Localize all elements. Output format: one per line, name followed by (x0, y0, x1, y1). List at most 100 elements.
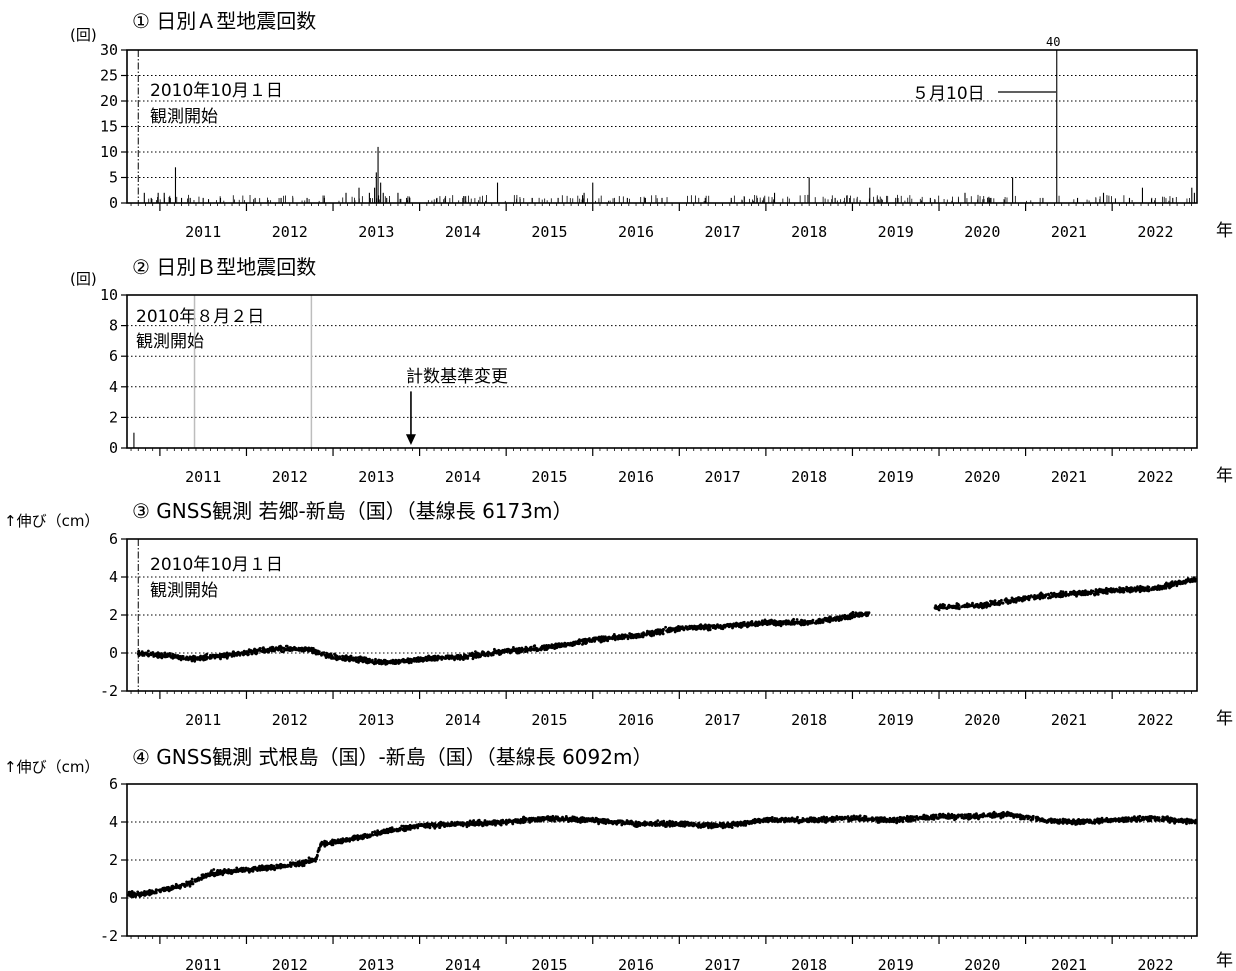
panel3-data-point (750, 623, 754, 627)
panel3-data-point (833, 617, 836, 621)
panel3-xtick-label: 2018 (791, 711, 827, 729)
panel3-data-point (539, 648, 543, 652)
panel3-data-point (1155, 588, 1159, 591)
panel3-data-point (416, 657, 419, 661)
panel4-data-point (404, 827, 408, 831)
panel3-data-point (352, 658, 356, 661)
panel2-xtick-label: 2022 (1137, 468, 1173, 486)
panel3-data-point (401, 659, 404, 662)
panel3-data-point (187, 657, 191, 661)
panel1-ytick-label: 25 (100, 67, 118, 85)
panel4-xtick-label: 2016 (618, 956, 654, 971)
panel3-data-point (427, 654, 430, 658)
panel3-data-point (1083, 592, 1087, 596)
panel3-data-point (373, 660, 377, 664)
panel3-data-point (367, 658, 371, 661)
panel3-data-point (699, 624, 703, 628)
panel2-ytick-label: 6 (109, 347, 118, 365)
panel4-data-point (391, 829, 395, 833)
panel3-data-point (274, 647, 278, 650)
panel4-data-point (385, 827, 389, 831)
panel3-data-point (502, 649, 505, 652)
panel4-data-point (173, 885, 177, 889)
panel3-data-point (803, 619, 807, 622)
panel3-data-point (739, 622, 743, 626)
panel4-data-point (215, 873, 219, 877)
panel3-data-point (795, 618, 799, 621)
panel3-data-point (970, 603, 974, 607)
panel3-data-point (715, 624, 719, 627)
panel3-data-point (307, 646, 311, 650)
panel3-data-point (731, 626, 734, 630)
panel3-data-point (553, 646, 557, 650)
panel3-data-point (184, 658, 188, 661)
panel3-data-point (852, 613, 856, 617)
panel3-data-point (1081, 589, 1084, 593)
panel3-data-point (573, 640, 576, 644)
panel3-data-point (385, 660, 389, 663)
panel3-data-point (824, 618, 827, 622)
panel3-data-point (241, 653, 245, 657)
panel2-xtick-label: 2012 (272, 468, 308, 486)
panel1-plot: 0 5 10 15 20 25 30 2011 2012 2013 2014 2015 2016 2017… (100, 41, 1198, 241)
panel3-data-point (621, 634, 624, 637)
panel1-ytick-label: 20 (100, 92, 118, 110)
panel3-data-point (642, 633, 646, 637)
panel4-data-point (356, 834, 359, 838)
panel3-data-point (1170, 583, 1174, 587)
panel3-data-point (165, 655, 169, 658)
panel4-xtick-label: 2022 (1137, 956, 1173, 971)
panel3-data-point (297, 648, 300, 651)
panel3-data-point (348, 657, 352, 661)
panel3-data-point (323, 653, 327, 657)
panel3-data-point (684, 625, 688, 628)
panel1-xtick-label: 2018 (791, 223, 827, 241)
panel3-data-point (626, 634, 629, 638)
panel3-data-point (196, 656, 200, 659)
panel4-data-point (315, 853, 319, 857)
panel3-data-point (704, 626, 708, 629)
panel4-data-point (135, 892, 139, 896)
panel3-data-point (256, 648, 260, 652)
panel1-start-date: 2010年10月１日 (150, 81, 283, 101)
panel3-data-point (989, 599, 992, 603)
panel3-data-point (593, 638, 597, 642)
panel3-data-point (343, 656, 347, 659)
panel3-data-point (525, 646, 529, 650)
panel3-data-point (1186, 577, 1190, 581)
panel4-data-point (315, 857, 318, 861)
panel3-data-point (158, 652, 162, 656)
panel3-data-point (651, 631, 654, 634)
panel3-data-point (542, 644, 546, 648)
panel3-data-point (583, 640, 587, 644)
panel3-data-point (856, 613, 859, 617)
panel3-xtick-label: 2011 (185, 711, 221, 729)
panel3-data-point (1193, 579, 1197, 583)
panel3-data-point (606, 639, 610, 643)
panel3-data-point (576, 642, 579, 645)
panel3-data-point (474, 650, 477, 653)
panel3-data-point (600, 637, 604, 640)
panel2-xtick-label: 2021 (1051, 468, 1087, 486)
panel3-data-point (578, 641, 581, 645)
panel4-data-point (148, 890, 152, 893)
panel3-data-point (490, 653, 493, 657)
panel4-data-point (316, 849, 320, 853)
panel4-data-point (148, 893, 151, 897)
panel3-data-point (232, 650, 235, 654)
panel3-data-point (967, 603, 971, 606)
panel3-data-point (866, 612, 870, 616)
panel2-xtick-label: 2014 (445, 468, 481, 486)
panel1-xtick-label: 2022 (1137, 223, 1173, 241)
panel3-ytick-label: -2 (100, 682, 118, 700)
panel3-data-point (223, 655, 227, 659)
panel3-data-point (394, 659, 398, 663)
panel3-data-point (708, 625, 712, 629)
panel3-ylabel: ↑伸び（cm） (4, 512, 99, 530)
panel3-data-point (955, 602, 959, 605)
panel3-data-point (654, 629, 658, 632)
panel3-data-point (213, 654, 217, 657)
panel2-ytick-label: 4 (109, 378, 118, 396)
panel3-data-point (327, 655, 331, 659)
panel3-data-point (796, 620, 799, 624)
